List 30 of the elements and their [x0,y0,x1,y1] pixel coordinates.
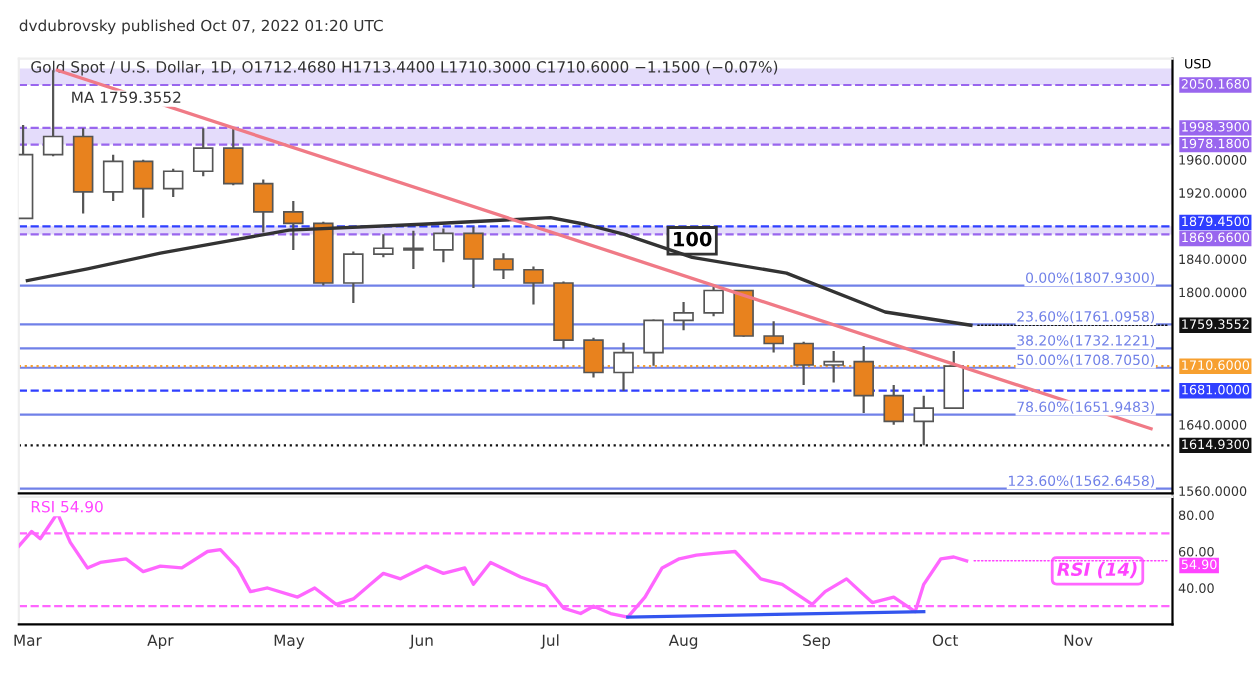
candlestick [192,127,214,178]
candlestick [222,127,244,187]
candlestick [132,158,154,219]
candlestick [853,344,874,415]
line-series [25,215,973,327]
candlestick [523,265,544,306]
candlestick [883,383,904,426]
candlestick [823,349,844,384]
candlestick [583,336,604,379]
candlestick [373,233,394,259]
candlestick [283,199,304,252]
annotation: 100 [674,231,712,247]
candlestick [703,285,724,318]
candlestick [493,252,514,281]
candlestick [673,300,694,332]
candlestick [252,178,274,234]
candlestick [343,250,364,305]
candlestick [433,227,454,264]
annotation: RSI (14) [1057,562,1137,579]
candlestick [613,341,634,392]
candlestick [793,340,814,386]
candlestick [913,394,935,447]
candlestick [162,167,184,199]
candlestick [643,318,664,367]
candlestick [763,320,784,354]
candlestick [102,153,124,203]
candlestick [463,225,484,290]
candlestick [403,229,424,271]
candlestick [42,69,64,158]
candlestick [943,349,965,410]
